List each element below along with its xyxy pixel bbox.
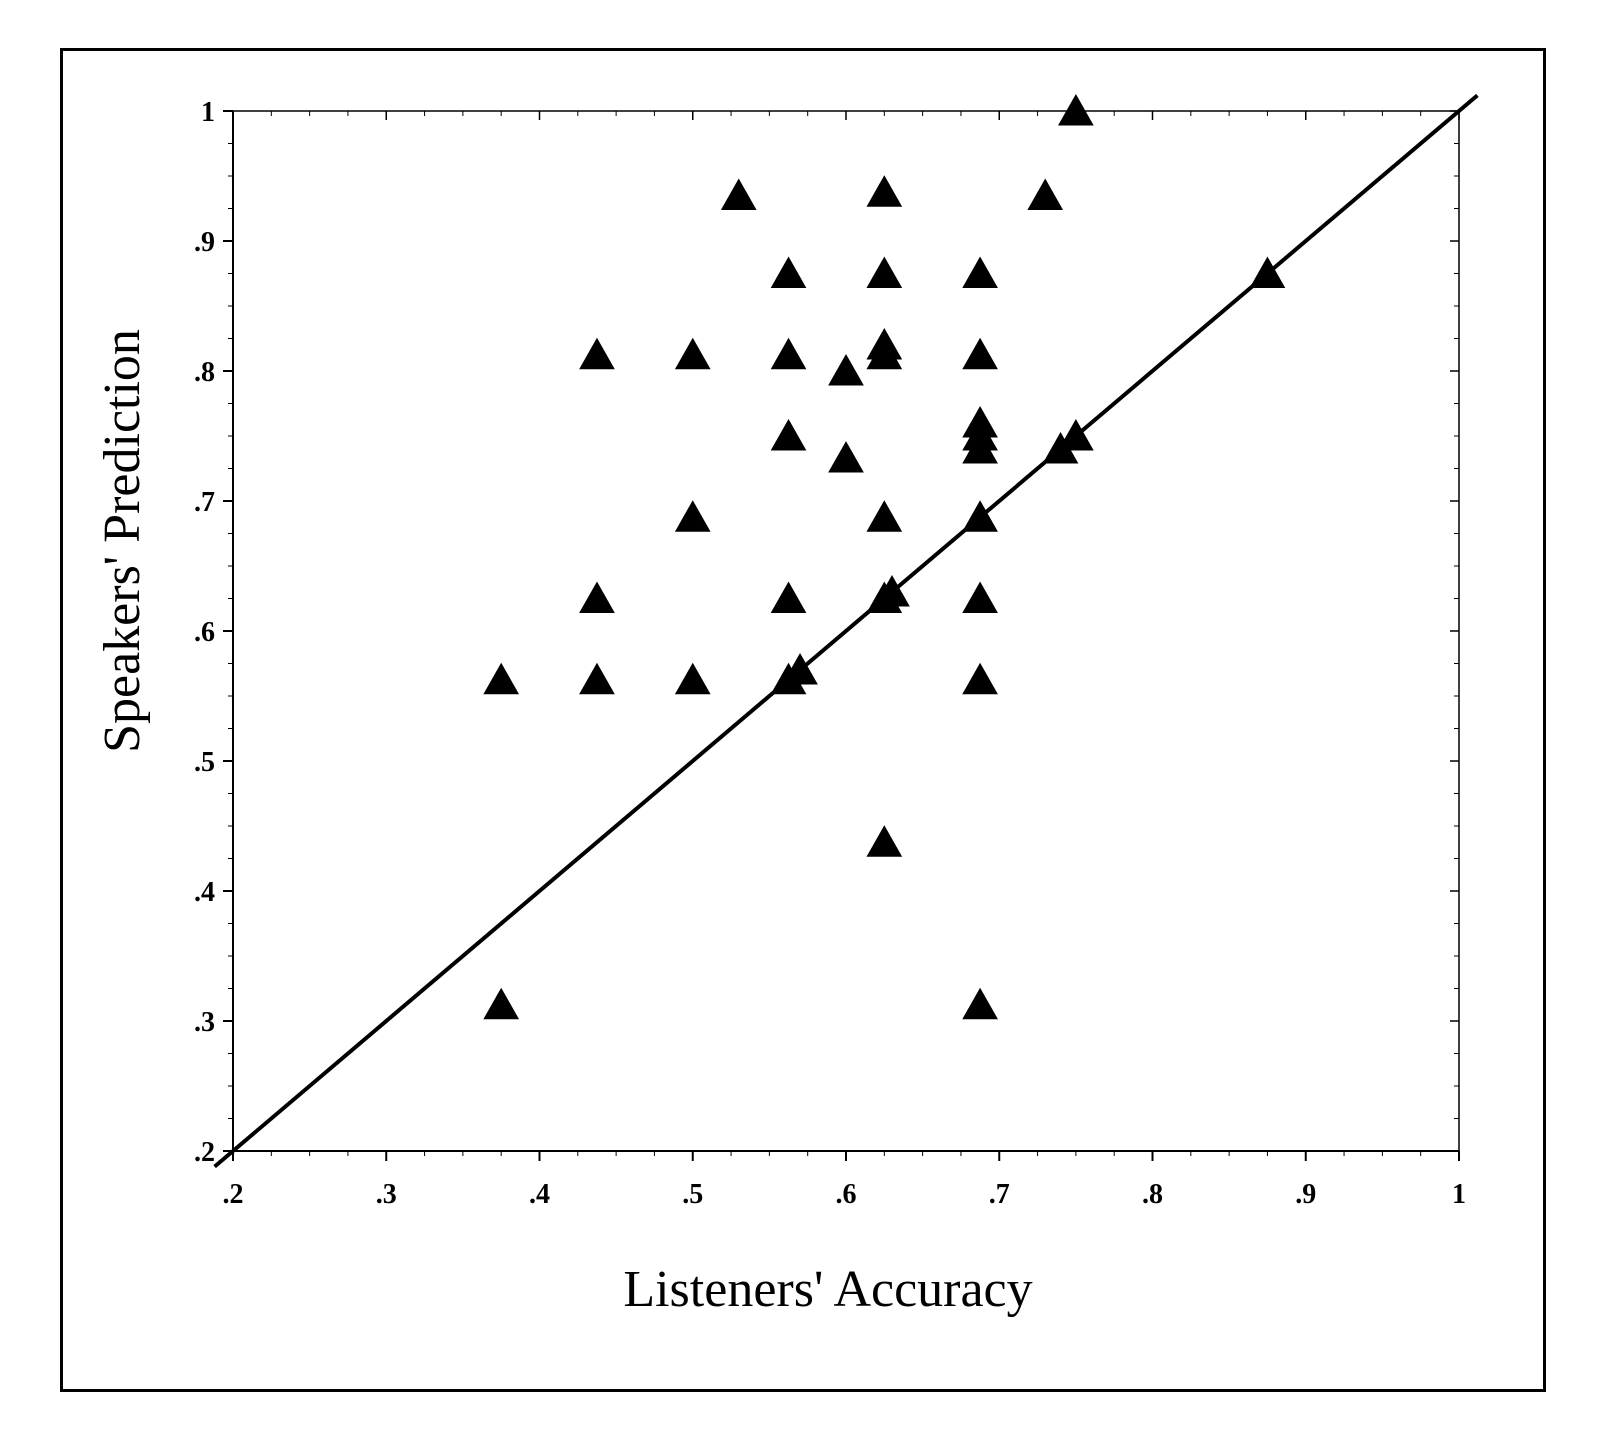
data-point — [674, 500, 711, 532]
x-tick-label: .7 — [989, 1179, 1010, 1210]
data-point — [674, 337, 711, 370]
data-point — [720, 178, 757, 210]
data-point — [674, 662, 711, 695]
data-point — [828, 441, 864, 473]
y-tick-label: .9 — [194, 227, 215, 258]
y-tick-label: .2 — [194, 1137, 215, 1168]
y-tick-label: .6 — [194, 617, 215, 648]
data-point — [1058, 94, 1094, 126]
x-tick-label: .8 — [1142, 1179, 1163, 1210]
x-tick-label: .6 — [836, 1179, 857, 1210]
data-point — [962, 406, 998, 438]
x-axis-ticks: .2 .3 .4 .5 .6 .7 .8 .9 1 — [223, 111, 1466, 1210]
data-point — [866, 328, 903, 360]
data-point — [579, 662, 615, 695]
data-point — [579, 581, 615, 613]
y-axis-label: Speakers' Prediction — [94, 329, 151, 753]
data-point — [866, 500, 903, 532]
data-point — [866, 256, 903, 288]
x-tick-label: .9 — [1295, 1179, 1316, 1210]
x-axis-label: Listeners' Accuracy — [623, 1261, 1032, 1318]
data-point — [962, 581, 998, 613]
figure-frame: .2 .3 .4 .5 .6 .7 .8 .9 1 .2 .3 .4 .5 .6 .7 .8 .9 1 List… — [60, 48, 1546, 1392]
data-points — [483, 94, 1286, 1020]
x-tick-label: 1 — [1452, 1179, 1466, 1210]
data-point — [866, 825, 903, 857]
y-tick-label: .4 — [194, 877, 215, 908]
y-axis-ticks: .2 .3 .4 .5 .6 .7 .8 .9 1 — [194, 97, 1459, 1168]
y-tick-label: .7 — [194, 487, 215, 518]
reference-line — [213, 93, 1479, 1169]
data-point — [1027, 178, 1064, 210]
data-point — [770, 581, 807, 613]
data-point — [770, 337, 807, 370]
data-point — [866, 175, 903, 207]
y-tick-label: .8 — [194, 357, 215, 388]
data-point — [770, 419, 807, 451]
data-point — [782, 653, 818, 685]
data-point — [962, 500, 998, 532]
data-point — [483, 987, 520, 1020]
data-point — [962, 337, 998, 370]
data-point — [962, 987, 998, 1020]
data-point — [874, 575, 910, 607]
data-point — [962, 662, 998, 695]
x-tick-label: .2 — [223, 1179, 244, 1210]
data-point — [828, 354, 864, 386]
y-tick-label: .3 — [194, 1007, 215, 1038]
x-tick-label: .5 — [682, 1179, 703, 1210]
data-point — [770, 256, 807, 288]
scatter-chart: .2 .3 .4 .5 .6 .7 .8 .9 1 .2 .3 .4 .5 .6 .7 .8 .9 1 List… — [94, 93, 1479, 1318]
identity-line — [213, 93, 1479, 1169]
data-point — [1058, 419, 1094, 451]
x-tick-label: .4 — [529, 1179, 550, 1210]
x-tick-label: .3 — [376, 1179, 397, 1210]
y-tick-label: .5 — [194, 747, 215, 778]
y-tick-label: 1 — [201, 97, 215, 128]
data-point — [579, 337, 615, 370]
data-point — [1249, 256, 1286, 288]
data-point — [483, 662, 520, 695]
data-point — [962, 256, 998, 288]
